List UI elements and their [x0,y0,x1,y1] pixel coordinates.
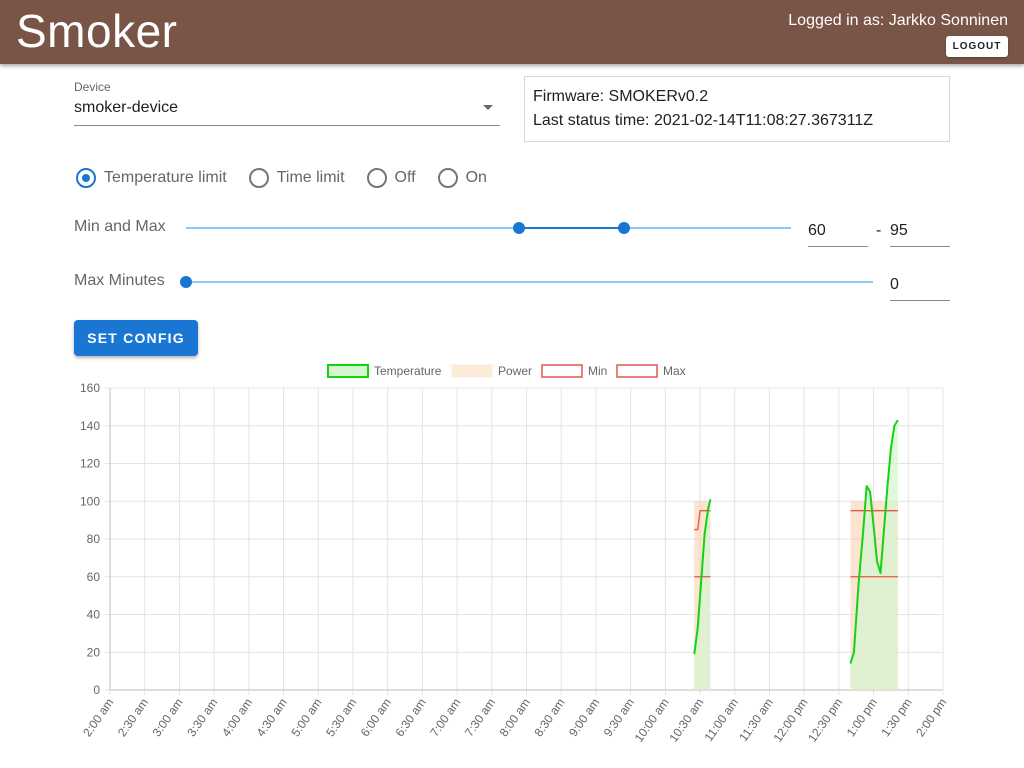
min-max-label: Min and Max [74,218,166,235]
x-tick-label: 5:30 am [323,696,359,740]
x-tick-label: 6:00 am [358,696,394,740]
x-tick-label: 3:30 am [184,696,220,740]
temperature-line [693,499,712,655]
legend-label-temperature: Temperature [374,364,442,378]
x-tick-label: 7:00 am [427,696,463,740]
app-bar: Smoker Logged in as: Jarkko Sonninen LOG… [0,0,1024,64]
radio-label: On [465,169,487,186]
radio-label: Off [394,169,416,186]
y-tick-label: 0 [93,683,100,697]
max-minutes-label: Max Minutes [74,272,165,289]
x-tick-label: 1:30 pm [878,696,914,740]
max-minutes-input[interactable]: 0 [890,274,950,301]
x-tick-label: 6:30 am [392,696,428,740]
x-tick-label: 4:00 am [219,696,255,740]
radio-unchecked-icon[interactable] [366,168,387,188]
y-tick-label: 140 [80,419,100,433]
x-tick-label: 4:30 am [254,696,290,740]
legend-swatch-max [616,364,658,378]
min-max-slider-track[interactable] [186,227,791,229]
temperature-area [694,499,711,690]
legend-label-power: Power [498,364,532,378]
x-tick-label: 8:00 am [497,696,533,740]
x-tick-label: 2:00 pm [913,696,949,740]
max-slider-thumb[interactable] [618,222,630,234]
x-tick-label: 3:00 am [150,696,186,740]
radio-label: Temperature limit [104,169,227,186]
y-tick-label: 80 [87,532,101,546]
radio-temperature-limit[interactable]: Temperature limit [74,168,227,188]
radio-time-limit[interactable]: Time limit [247,168,345,188]
x-tick-label: 9:00 am [566,696,602,740]
app-title: Smoker [16,5,178,57]
chevron-down-icon[interactable] [483,105,493,110]
x-tick-label: 2:30 am [115,696,151,740]
temperature-area [850,420,898,690]
y-tick-label: 60 [87,570,101,584]
max-line [694,510,711,531]
max-value-text: 95 [890,222,908,239]
max-minutes-slider-thumb[interactable] [180,276,192,288]
logout-button[interactable]: LOGOUT [946,36,1008,57]
legend-swatch-min [541,364,583,378]
device-value: smoker-device [74,99,179,116]
range-separator: - [876,222,882,239]
set-config-button[interactable]: SET CONFIG [74,320,198,356]
x-tick-label: 8:30 am [531,696,567,740]
status-panel: Firmware: SMOKERv0.2 Last status time: 2… [524,76,950,142]
min-slider-thumb[interactable] [513,222,525,234]
logged-in-user: Logged in as: Jarkko Sonninen [788,12,1008,29]
min-value-text: 60 [808,222,826,239]
radio-checked-icon[interactable] [76,168,96,188]
x-tick-label: 10:30 am [666,696,706,745]
y-tick-label: 120 [80,457,100,471]
min-value-input[interactable]: 60 [808,220,868,247]
radio-off[interactable]: Off [365,168,416,188]
radio-unchecked-icon[interactable] [437,168,458,188]
x-tick-label: 5:00 am [288,696,324,740]
radio-unchecked-icon[interactable] [248,168,269,188]
x-tick-label: 9:30 am [601,696,637,740]
mode-radio-group: Temperature limit Time limit Off On [74,164,507,192]
y-tick-label: 20 [87,645,101,659]
radio-label: Time limit [276,169,345,186]
max-minutes-text: 0 [890,276,899,293]
firmware-text: Firmware: SMOKERv0.2 [533,88,709,105]
x-tick-label: 11:00 am [702,696,742,744]
legend-swatch-power [451,364,493,378]
y-tick-label: 160 [80,381,100,395]
legend-swatch-temperature [327,364,369,378]
x-tick-label: 12:30 pm [805,696,845,745]
radio-on[interactable]: On [436,168,487,188]
y-tick-label: 100 [80,494,100,508]
legend-label-max: Max [663,364,686,378]
x-tick-label: 7:30 am [462,696,498,740]
device-select[interactable]: Device smoker-device [74,78,500,126]
max-value-input[interactable]: 95 [890,220,950,247]
x-tick-label: 2:00 am [80,696,116,740]
y-tick-label: 40 [87,608,101,622]
legend-label-min: Min [588,364,607,378]
temperature-line [849,419,899,664]
x-tick-label: 1:00 pm [844,696,880,740]
last-status-text: Last status time: 2021-02-14T11:08:27.36… [533,112,874,129]
device-label: Device [74,80,111,94]
min-max-slider-range [519,227,624,229]
max-minutes-slider-track[interactable] [186,281,873,283]
